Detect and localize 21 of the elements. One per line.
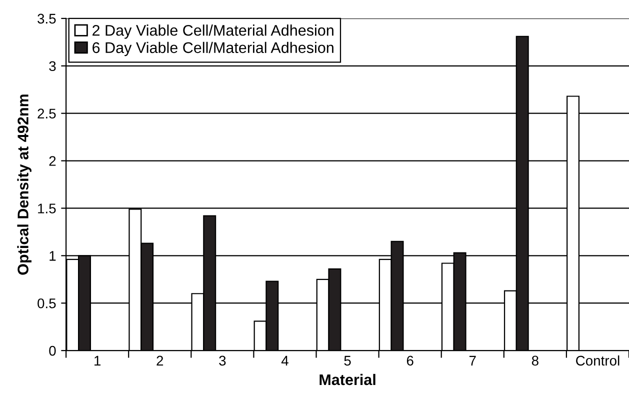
y-tick-label: 0 [49,346,56,356]
legend-label: 6 Day Viable Cell/Material Adhesion [92,42,334,56]
x-tick-label: 3 [219,356,226,366]
x-tick-label: 4 [281,356,288,366]
y-tick-label: 2.5 [38,108,56,119]
x-tick-label: 2 [156,356,164,366]
y-tick-label: 2 [49,156,56,166]
x-tick-label: 5 [344,356,351,366]
x-tick-label: Control [576,355,620,366]
y-tick-label: 1 [50,251,56,261]
x-tick-label: 8 [532,356,538,366]
y-tick-label: 3.5 [38,14,56,24]
legend-label: 2 Day Viable Cell/Material Adhesion [92,24,334,39]
y-tick-label: 1.5 [38,204,56,214]
y-tick-label: 0.5 [38,298,56,308]
x-tick-label: 6 [406,356,414,366]
y-tick-label: 3 [49,61,56,72]
x-axis-title: Material [320,374,376,386]
x-tick-label: 7 [469,356,476,366]
x-tick-label: 1 [94,356,101,366]
y-axis-title: Optical Density at 492nm [17,94,32,275]
